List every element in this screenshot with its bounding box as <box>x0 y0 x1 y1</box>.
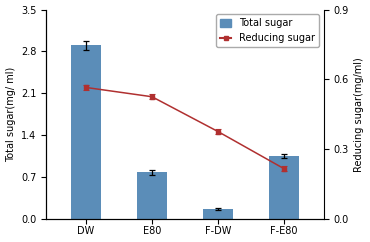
Bar <box>203 209 233 219</box>
Legend: Total sugar, Reducing sugar: Total sugar, Reducing sugar <box>216 15 319 47</box>
Y-axis label: Total sugar(mg/ ml): Total sugar(mg/ ml) <box>6 67 16 162</box>
Bar <box>71 45 101 219</box>
Bar <box>137 172 167 219</box>
Bar <box>269 156 299 219</box>
Y-axis label: Reducing sugar(mg/ml): Reducing sugar(mg/ml) <box>354 57 364 172</box>
